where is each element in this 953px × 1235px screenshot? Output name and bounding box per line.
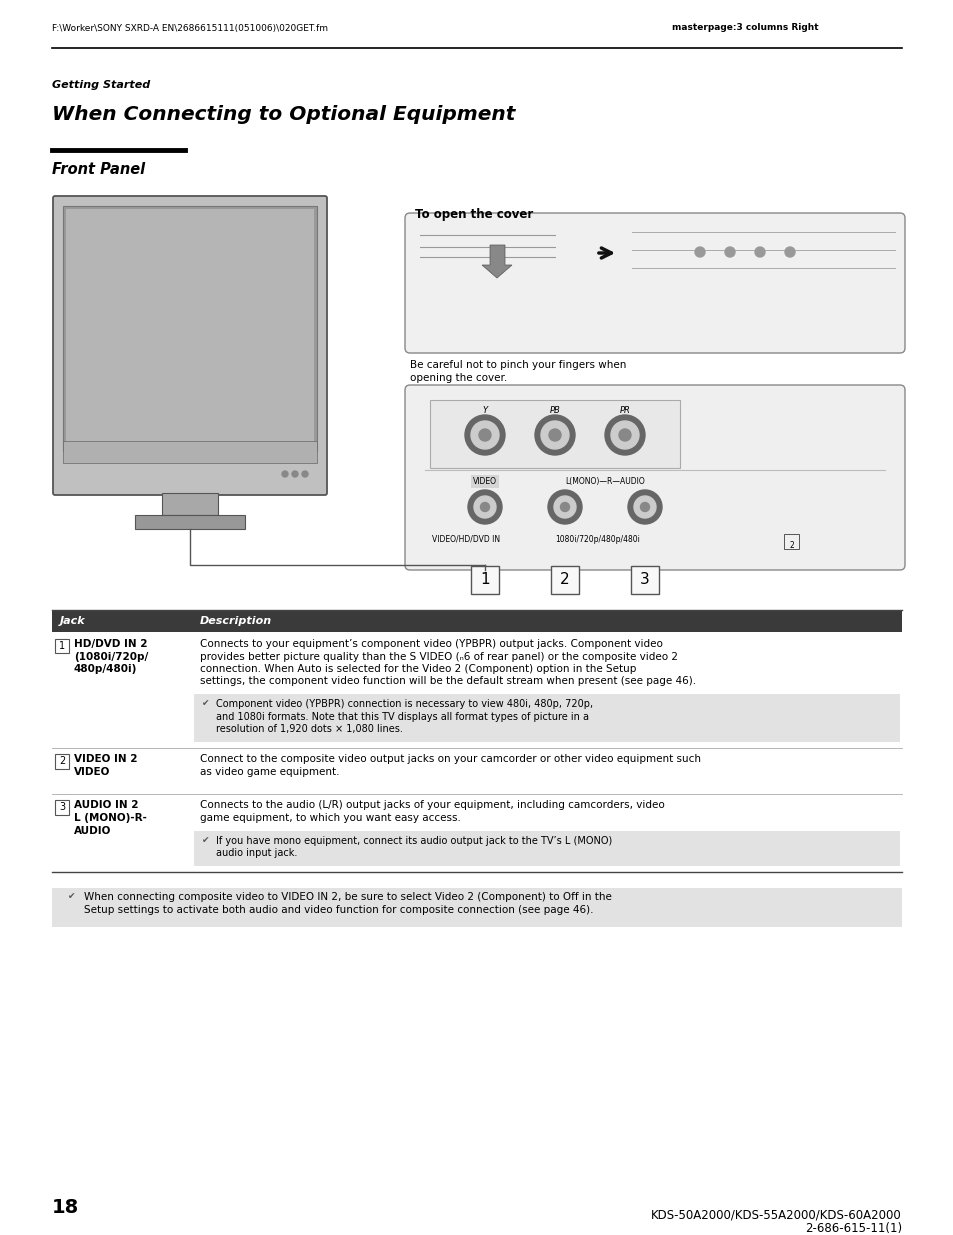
Text: HD/DVD IN 2: HD/DVD IN 2 [74, 638, 148, 650]
Circle shape [627, 490, 661, 524]
Text: VIDEO/HD/DVD IN: VIDEO/HD/DVD IN [432, 535, 499, 543]
Text: 1: 1 [59, 641, 65, 651]
Bar [52, 610, 901, 632]
Text: 2: 2 [559, 573, 569, 588]
FancyBboxPatch shape [54, 755, 70, 769]
Text: L(MONO)—R—AUDIO: L(MONO)—R—AUDIO [564, 477, 644, 487]
Circle shape [474, 496, 496, 517]
Text: Jack: Jack [60, 616, 86, 626]
Circle shape [292, 471, 297, 477]
Text: 18: 18 [52, 1198, 79, 1216]
Circle shape [464, 415, 504, 454]
Text: ✔: ✔ [202, 836, 210, 845]
Bar [52, 888, 901, 926]
Text: ✔: ✔ [68, 893, 75, 902]
Text: Description: Description [200, 616, 272, 626]
Text: provides better picture quality than the S VIDEO (ₙ6 of rear panel) or the compo: provides better picture quality than the… [200, 652, 678, 662]
Text: settings, the component video function will be the default stream when present (: settings, the component video function w… [200, 677, 696, 687]
FancyBboxPatch shape [54, 638, 70, 653]
Bar [193, 694, 899, 741]
Text: connection. When Auto is selected for the Video 2 (Component) option in the Setu: connection. When Auto is selected for th… [200, 664, 636, 674]
Text: Connect to the composite video output jacks on your camcorder or other video equ: Connect to the composite video output ja… [200, 755, 700, 764]
Text: Y: Y [482, 406, 487, 415]
FancyBboxPatch shape [405, 385, 904, 571]
Text: Front Panel: Front Panel [52, 162, 145, 177]
Text: If you have mono equipment, connect its audio output jack to the TV’s L (MONO): If you have mono equipment, connect its … [215, 836, 612, 846]
Circle shape [695, 247, 704, 257]
Bar [430, 400, 679, 468]
Circle shape [560, 503, 569, 511]
FancyBboxPatch shape [471, 566, 498, 594]
Text: masterpage:3 columns Right: masterpage:3 columns Right [671, 23, 818, 32]
Text: To open the cover: To open the cover [415, 207, 533, 221]
Text: Component video (YPBPR) connection is necessary to view 480i, 480p, 720p,: Component video (YPBPR) connection is ne… [215, 699, 593, 709]
Text: 2: 2 [789, 541, 794, 550]
FancyBboxPatch shape [54, 800, 70, 815]
Text: audio input jack.: audio input jack. [215, 848, 297, 858]
Circle shape [639, 503, 649, 511]
Bar [162, 493, 218, 515]
Text: Be careful not to pinch your fingers when: Be careful not to pinch your fingers whe… [410, 359, 626, 370]
Circle shape [634, 496, 656, 517]
Text: PR: PR [618, 406, 630, 415]
Text: opening the cover.: opening the cover. [410, 373, 507, 383]
Circle shape [478, 429, 491, 441]
Circle shape [604, 415, 644, 454]
FancyBboxPatch shape [53, 196, 327, 495]
Text: VIDEO: VIDEO [74, 767, 111, 777]
Circle shape [618, 429, 630, 441]
Text: AUDIO: AUDIO [74, 825, 112, 836]
Text: 3: 3 [639, 573, 649, 588]
Text: 1: 1 [479, 573, 489, 588]
Text: F:\Worker\SONY SXRD-A EN\2686615111(051006)\020GET.fm: F:\Worker\SONY SXRD-A EN\2686615111(0510… [52, 23, 328, 32]
Text: and 1080i formats. Note that this TV displays all format types of picture in a: and 1080i formats. Note that this TV dis… [215, 711, 588, 721]
Text: 3: 3 [59, 803, 65, 813]
Circle shape [535, 415, 575, 454]
Circle shape [547, 490, 581, 524]
Text: Connects to the audio (L/R) output jacks of your equipment, including camcorders: Connects to the audio (L/R) output jacks… [200, 800, 664, 810]
Text: 2-686-615-11(1): 2-686-615-11(1) [804, 1221, 901, 1235]
Circle shape [480, 503, 489, 511]
Circle shape [554, 496, 576, 517]
FancyBboxPatch shape [551, 566, 578, 594]
Text: ✔: ✔ [202, 699, 210, 708]
Text: (1080i/720p/: (1080i/720p/ [74, 652, 148, 662]
FancyBboxPatch shape [783, 534, 799, 548]
Circle shape [468, 490, 501, 524]
Text: AUDIO IN 2: AUDIO IN 2 [74, 800, 138, 810]
Text: Getting Started: Getting Started [52, 80, 150, 90]
Bar [135, 515, 245, 529]
FancyBboxPatch shape [405, 212, 904, 353]
Text: When connecting composite video to VIDEO IN 2, be sure to select Video 2 (Compon: When connecting composite video to VIDEO… [84, 893, 611, 903]
Circle shape [784, 247, 794, 257]
Text: game equipment, to which you want easy access.: game equipment, to which you want easy a… [200, 813, 460, 823]
Polygon shape [481, 245, 512, 278]
Bar [193, 830, 899, 866]
Text: L (MONO)-R-: L (MONO)-R- [74, 813, 147, 823]
Circle shape [724, 247, 734, 257]
Bar [63, 206, 316, 451]
Text: KDS-50A2000/KDS-55A2000/KDS-60A2000: KDS-50A2000/KDS-55A2000/KDS-60A2000 [651, 1208, 901, 1221]
Circle shape [282, 471, 288, 477]
Text: resolution of 1,920 dots × 1,080 lines.: resolution of 1,920 dots × 1,080 lines. [215, 724, 402, 734]
Text: as video game equipment.: as video game equipment. [200, 767, 339, 777]
FancyBboxPatch shape [630, 566, 659, 594]
Circle shape [302, 471, 308, 477]
Circle shape [548, 429, 560, 441]
Bar [66, 209, 314, 448]
Circle shape [540, 421, 568, 450]
Text: 480p/480i): 480p/480i) [74, 664, 137, 674]
Text: Setup settings to activate both audio and video function for composite connectio: Setup settings to activate both audio an… [84, 905, 593, 915]
Text: PB: PB [549, 406, 559, 415]
Text: When Connecting to Optional Equipment: When Connecting to Optional Equipment [52, 105, 515, 124]
Text: VIDEO: VIDEO [473, 477, 497, 487]
Circle shape [610, 421, 639, 450]
Circle shape [471, 421, 498, 450]
Circle shape [754, 247, 764, 257]
Text: Connects to your equipment’s component video (YPBPR) output jacks. Component vid: Connects to your equipment’s component v… [200, 638, 662, 650]
Bar [63, 441, 316, 463]
Text: VIDEO IN 2: VIDEO IN 2 [74, 755, 137, 764]
Text: 1080i/720p/480p/480i: 1080i/720p/480p/480i [555, 535, 639, 543]
Text: 2: 2 [59, 757, 65, 767]
